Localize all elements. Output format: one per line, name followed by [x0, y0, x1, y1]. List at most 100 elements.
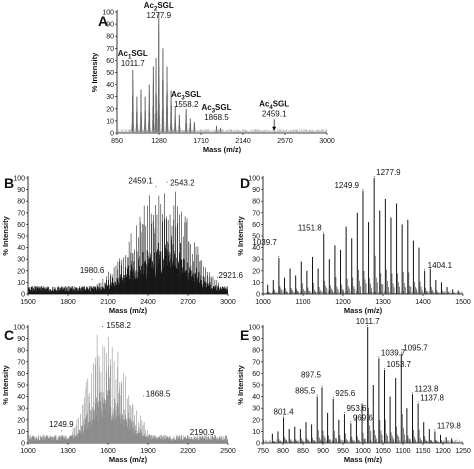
peak-label: 2543.2	[170, 179, 195, 188]
x-tick-label: 1400	[415, 299, 431, 306]
peak-label: 801.4	[274, 407, 295, 416]
peak-annotation-value: 1277.9	[147, 11, 172, 20]
y-tick-label: 100	[13, 176, 25, 183]
peak-label: 969.6	[353, 413, 374, 422]
peak-annotation-value: 1011.7	[121, 59, 145, 68]
peak-annotation: Ac3SGL	[201, 103, 231, 115]
y-tick-label: 30	[106, 94, 114, 101]
y-tick-label: 30	[252, 406, 260, 413]
x-tick-label: 950	[337, 448, 349, 455]
annotation-prefix: Ac	[144, 1, 155, 10]
x-tick-label: 1100	[295, 299, 310, 306]
panel-letter: B	[4, 175, 14, 191]
y-tick-label: 0	[256, 441, 260, 448]
x-axis-title: Mass (m/z)	[109, 455, 148, 464]
y-tick-label: 100	[102, 10, 114, 17]
panel-letter: C	[4, 327, 14, 343]
annotation-suffix: SGL	[185, 90, 202, 99]
y-tick-label: 10	[17, 429, 25, 436]
x-tick-label: 1200	[435, 448, 451, 455]
x-tick-label: 2700	[180, 299, 196, 306]
y-axis-title: % Intensity	[236, 215, 245, 255]
x-tick-label: 1250	[455, 448, 471, 455]
y-tick-label: 0	[110, 131, 114, 138]
y-tick-label: 20	[252, 268, 260, 275]
x-tick-label: 1600	[100, 448, 116, 455]
x-tick-label: 2140	[235, 138, 251, 145]
y-tick-label: 20	[17, 268, 25, 275]
x-tick-label: 2570	[277, 138, 293, 145]
y-tick-label: 40	[252, 394, 260, 401]
panel-c: C 0 10 20 30 40 50 60 70 80 90 100 1000 1300 1600 1900 2…	[1, 321, 236, 464]
y-tick-label: 10	[252, 429, 260, 436]
annotation-suffix: SGL	[157, 1, 174, 10]
y-tick-label: 80	[17, 348, 25, 355]
annotation-prefix: Ac	[201, 103, 212, 112]
x-tick-label: 1000	[255, 299, 271, 306]
peak-annotation: Ac4SGL	[259, 99, 289, 111]
y-tick-label: 60	[17, 222, 25, 229]
y-tick-label: 70	[17, 210, 25, 217]
peak-label: 1868.5	[146, 390, 171, 399]
annotation-subscript: 3	[212, 109, 216, 115]
y-tick-label: 20	[17, 417, 25, 424]
x-tick-label: 3000	[319, 138, 335, 145]
x-tick-label: 1000	[20, 448, 36, 455]
y-axis-title: % Intensity	[1, 215, 10, 255]
peak-annotation: Ac3SGL	[171, 90, 201, 102]
x-tick-label: 800	[277, 448, 289, 455]
y-tick-label: 0	[256, 292, 260, 299]
x-tick-label: 2200	[180, 448, 196, 455]
y-tick-label: 40	[106, 82, 114, 89]
y-tick-label: 100	[248, 176, 260, 183]
x-tick-label: 1280	[151, 138, 167, 145]
y-tick-label: 100	[248, 325, 260, 332]
y-tick-label: 80	[106, 34, 114, 41]
x-tick-label: 1710	[193, 138, 209, 145]
x-tick-label: 2400	[140, 299, 156, 306]
annotation-prefix: Ac	[118, 49, 129, 58]
x-axis-title: Mass (m/z)	[344, 306, 383, 315]
x-tick-label: 2500	[220, 448, 236, 455]
spectrum	[28, 335, 228, 443]
annotation-prefix: Ac	[171, 90, 182, 99]
y-axis-title: % Intensity	[236, 364, 245, 404]
y-tick-label: 30	[17, 257, 25, 264]
peak-annotation-value: 1558.2	[174, 100, 199, 109]
y-tick-label: 40	[252, 245, 260, 252]
panel-a: A 0 10 20 30 40 50 60 70 80 90 100 850 1280 1710 2140 25…	[90, 1, 335, 154]
x-tick-label: 1200	[335, 299, 351, 306]
annotation-suffix: SGL	[131, 49, 148, 58]
peak-label: 1137.8	[420, 394, 444, 403]
y-tick-label: 20	[106, 106, 114, 113]
peak-label: 1095.7	[403, 344, 428, 353]
y-axis-title: % Intensity	[1, 364, 10, 404]
peak-annotation: Ac2SGL	[144, 1, 174, 13]
y-tick-label: 60	[17, 371, 25, 378]
x-tick-label: 1100	[395, 448, 410, 455]
panel-letter: A	[98, 13, 108, 29]
y-tick-label: 60	[252, 371, 260, 378]
x-tick-label: 3000	[220, 299, 236, 306]
y-tick-label: 90	[17, 187, 25, 194]
y-tick-label: 90	[252, 336, 260, 343]
annotation-subscript: 4	[269, 105, 273, 111]
x-tick-label: 850	[297, 448, 309, 455]
spectrum	[263, 327, 463, 443]
peak-label: 1558.2	[106, 321, 131, 330]
peak-label: 897.5	[301, 370, 322, 379]
x-axis-title: Mass (m/z)	[344, 455, 383, 464]
y-tick-label: 70	[252, 210, 260, 217]
peak-annotation: Ac1SGL	[118, 49, 148, 61]
y-tick-label: 50	[106, 70, 114, 77]
peak-annotation-value: 2459.1	[262, 109, 287, 118]
peak-label: 885.5	[295, 387, 316, 396]
peak-annotation-value: 1868.5	[204, 113, 229, 122]
y-tick-label: 80	[252, 199, 260, 206]
y-tick-label: 60	[252, 222, 260, 229]
x-tick-label: 850	[111, 138, 123, 145]
y-tick-label: 70	[106, 46, 114, 53]
peak-label: 1249.9	[49, 420, 74, 429]
x-tick-label: 1150	[415, 448, 430, 455]
x-tick-label: 2100	[100, 299, 116, 306]
